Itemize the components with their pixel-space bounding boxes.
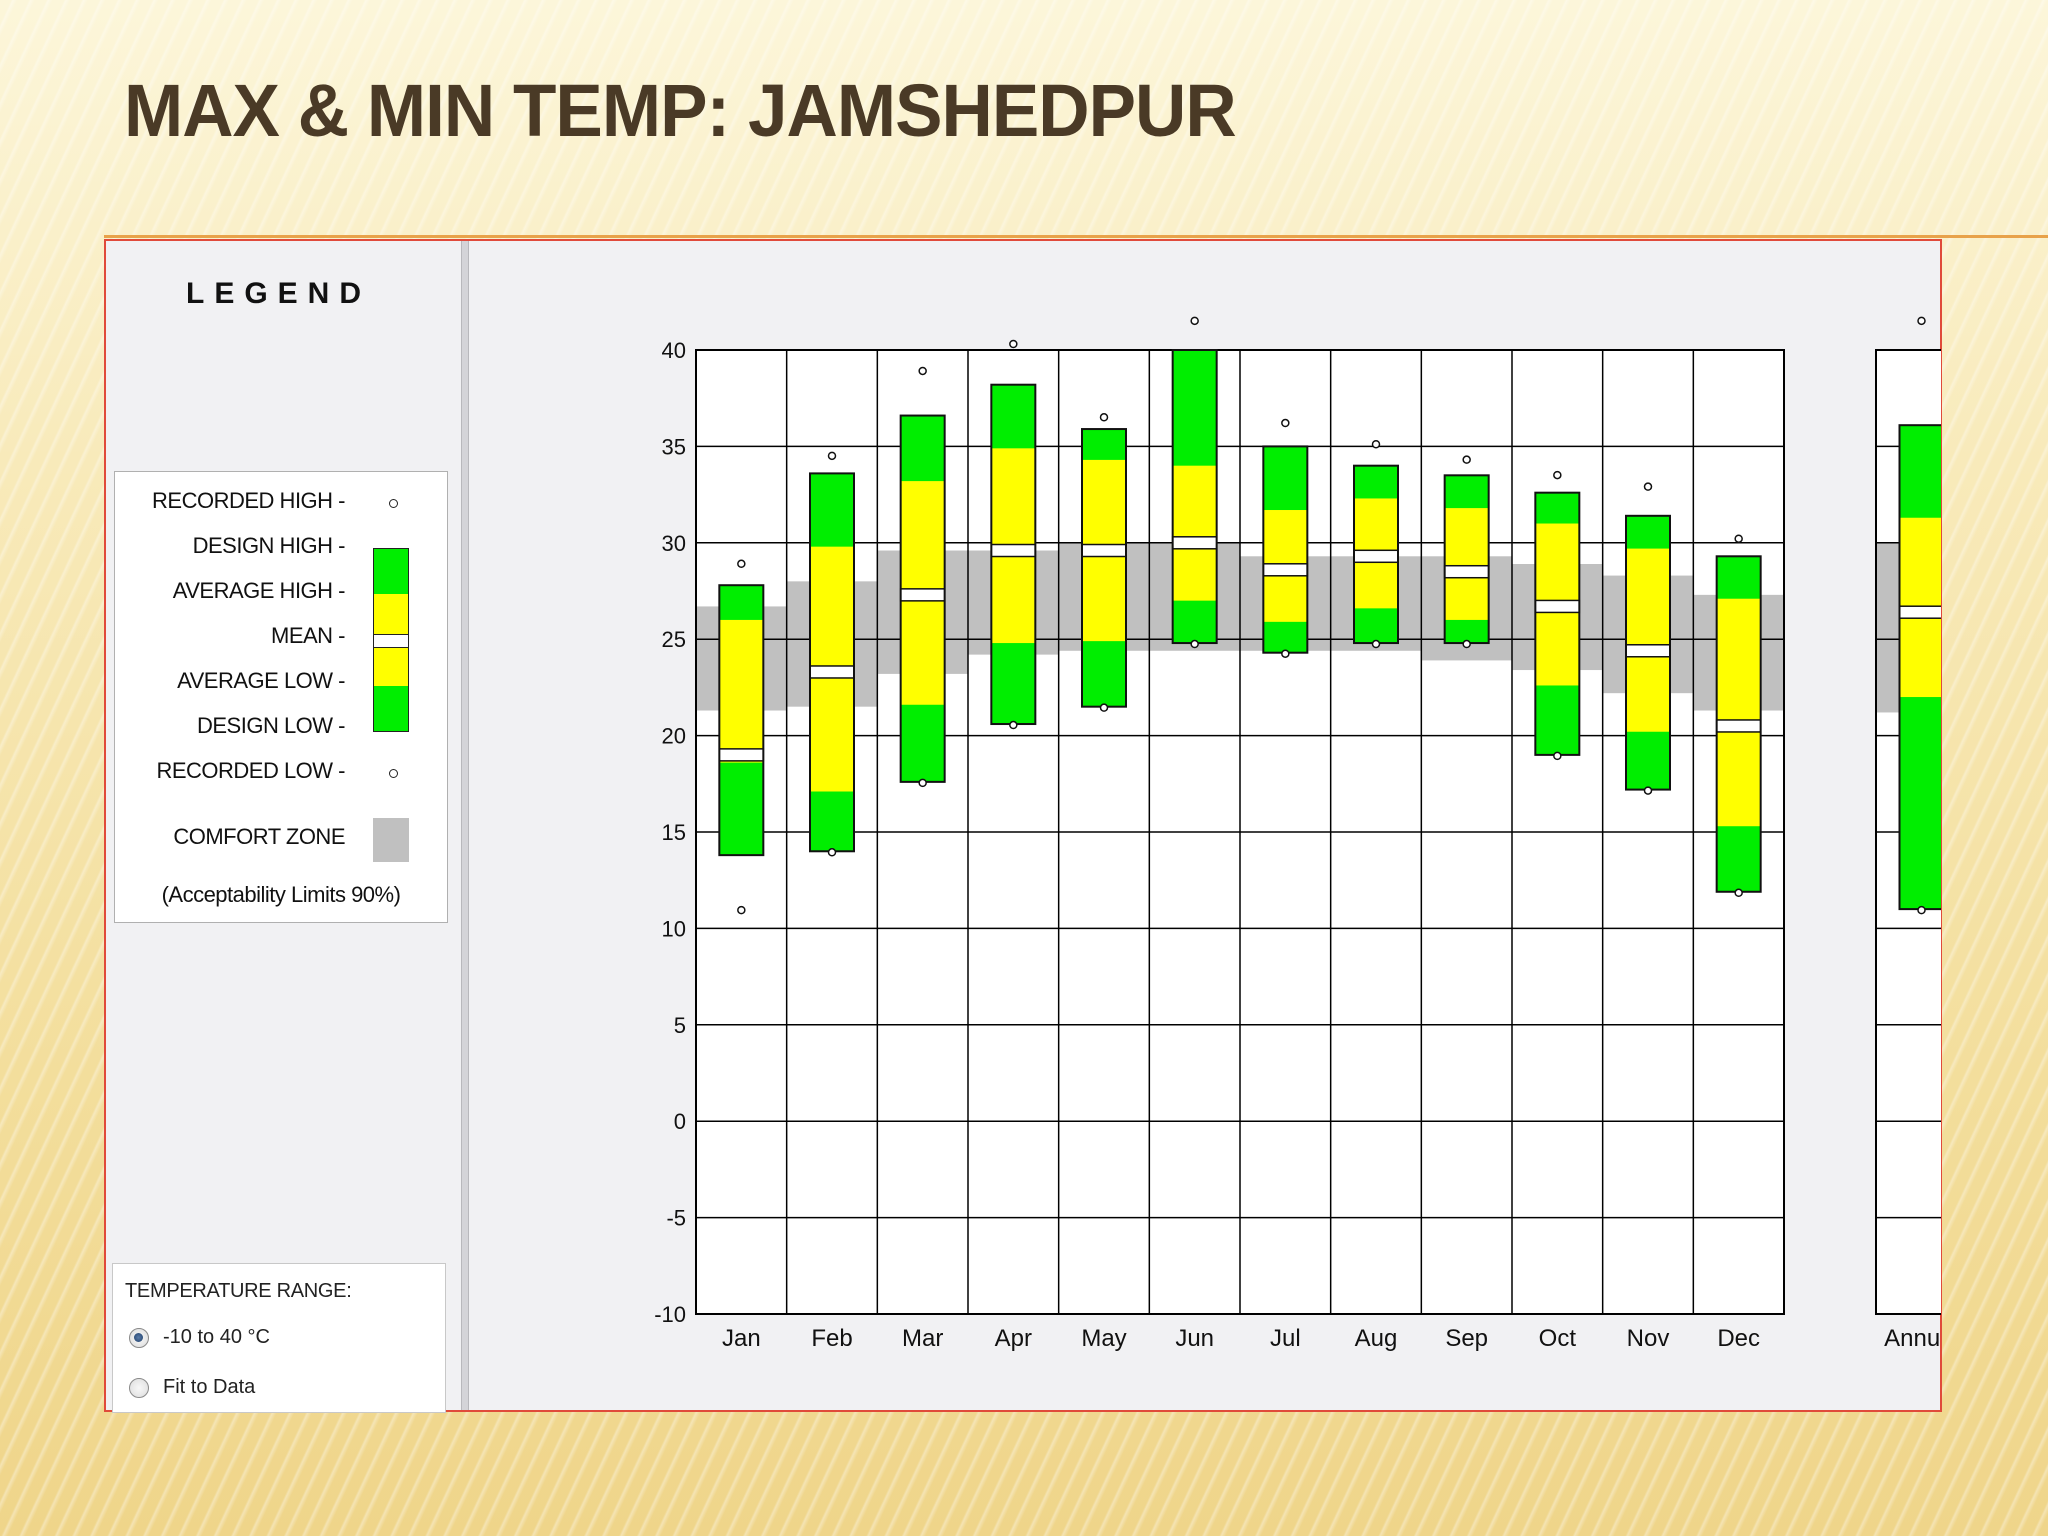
- temperature-range-control: TEMPERATURE RANGE: -10 to 40 °C Fit to D…: [112, 1263, 446, 1413]
- average-band-sep: [1444, 508, 1489, 620]
- recorded-high-point-apr: [1009, 339, 1018, 349]
- temperature-chart: 40 35 30 25 20 15 10 5 0 -5 -10 Jan Feb Mar Apr May Jun J…: [654, 316, 1941, 1352]
- y-tick-label: -5: [666, 1206, 686, 1231]
- mean-marker-apr: [990, 543, 1037, 558]
- recorded-high-point-aug: [1371, 440, 1381, 449]
- recorded-high-point-annual: [1917, 316, 1926, 326]
- y-tick-label: 20: [662, 724, 686, 749]
- temperature-range-title: TEMPERATURE RANGE:: [125, 1280, 352, 1302]
- legend-acceptability-note: (Acceptability Limits 90%): [161, 882, 401, 907]
- x-tick-label-feb: Feb: [811, 1325, 852, 1352]
- recorded-high-marker-icon: [389, 499, 398, 508]
- range-option-fit[interactable]: Fit to Data: [129, 1376, 255, 1399]
- range-option-fit-label: Fit to Data: [163, 1376, 256, 1398]
- recorded-high-point-feb: [827, 451, 837, 461]
- average-band-jun: [1172, 465, 1217, 601]
- recorded-low-point-oct: [1553, 751, 1562, 761]
- panel-splitter[interactable]: [461, 241, 469, 1410]
- mean-marker-nov: [1625, 644, 1671, 658]
- y-tick-label: 35: [662, 434, 686, 459]
- recorded-high-point-may: [1099, 413, 1109, 422]
- legend-recorded-high-label: RECORDED HIGH -: [152, 488, 345, 513]
- recorded-high-point-jan: [737, 559, 746, 569]
- recorded-high-point-nov: [1643, 482, 1653, 491]
- average-band-dec: [1716, 598, 1761, 827]
- x-tick-label-jun: Jun: [1175, 1325, 1214, 1352]
- recorded-low-point-sep: [1462, 639, 1471, 649]
- recorded-low-point-aug: [1371, 639, 1381, 649]
- mean-marker-oct: [1534, 599, 1581, 614]
- recorded-low-point-jan: [737, 905, 746, 915]
- y-tick-label: 15: [662, 820, 686, 845]
- mean-marker-jan: [718, 748, 765, 762]
- x-tick-label-may: May: [1081, 1325, 1126, 1352]
- mean-marker-dec: [1715, 719, 1762, 733]
- y-tick-label: 5: [674, 1013, 686, 1038]
- x-tick-label-dec: Dec: [1717, 1325, 1760, 1352]
- recorded-low-marker-icon: [389, 769, 398, 778]
- recorded-high-point-mar: [918, 366, 927, 376]
- x-tick-label-annual: Annual: [1884, 1325, 1941, 1352]
- recorded-low-point-feb: [827, 848, 837, 857]
- mean-marker-may: [1081, 543, 1127, 558]
- comfort-zone-swatch: [373, 818, 409, 862]
- slide-title: MAX & MIN TEMP: JAMSHEDPUR: [124, 69, 1237, 152]
- title-rule: [104, 235, 2048, 238]
- x-tick-label-jul: Jul: [1270, 1325, 1301, 1352]
- legend-design-high-label: DESIGN HIGH -: [192, 533, 346, 558]
- range-option-fixed[interactable]: -10 to 40 °C: [129, 1326, 270, 1349]
- mean-marker-feb: [809, 665, 855, 679]
- radio-selected-icon[interactable]: [129, 1327, 149, 1348]
- mean-marker-aug: [1353, 549, 1399, 564]
- recorded-low-point-mar: [918, 778, 927, 788]
- x-tick-label-nov: Nov: [1627, 1325, 1670, 1352]
- recorded-high-point-jul: [1281, 418, 1290, 428]
- legend-heading: LEGEND: [186, 277, 372, 310]
- mean-marker-mar: [899, 588, 946, 602]
- mean-marker-jun: [1171, 536, 1218, 550]
- radio-unselected-icon[interactable]: [129, 1377, 149, 1398]
- recorded-low-point-jun: [1190, 639, 1199, 649]
- mean-marker-jul: [1262, 563, 1309, 577]
- bar-outline-jan: [718, 584, 765, 857]
- mean-marker-annual: [1898, 605, 1941, 619]
- average-band-jan: [719, 619, 764, 763]
- legend-recorded-low-label: RECORDED LOW -: [156, 758, 345, 783]
- climate-chart-panel: LEGEND RECORDED HIGH - DESIGN HIGH - AVE…: [104, 239, 1942, 1413]
- y-tick-label: 30: [662, 531, 686, 556]
- legend-design-low-label: DESIGN LOW -: [196, 713, 346, 738]
- legend-comfort-zone-label: COMFORT ZONE: [173, 824, 345, 849]
- y-tick-label: 10: [662, 916, 686, 941]
- average-band-nov: [1626, 548, 1670, 732]
- x-tick-label-apr: Apr: [995, 1325, 1032, 1352]
- x-tick-label-mar: Mar: [902, 1325, 943, 1352]
- x-tick-label-oct: Oct: [1539, 1325, 1577, 1352]
- annual-plot-frame: [1875, 349, 1941, 1315]
- y-tick-label: -10: [654, 1302, 686, 1327]
- recorded-low-point-jul: [1281, 649, 1290, 658]
- recorded-low-point-dec: [1734, 888, 1743, 898]
- recorded-low-point-apr: [1009, 720, 1018, 730]
- legend-average-high-label: AVERAGE HIGH -: [172, 578, 346, 603]
- recorded-low-point-annual: [1917, 905, 1926, 915]
- recorded-high-point-jun: [1190, 316, 1199, 326]
- recorded-high-point-dec: [1734, 534, 1743, 543]
- recorded-low-point-nov: [1643, 786, 1653, 795]
- mean-marker-sep: [1443, 564, 1490, 579]
- range-option-fixed-label: -10 to 40 °C: [163, 1326, 270, 1348]
- y-tick-label: 40: [662, 338, 686, 363]
- x-tick-label-sep: Sep: [1445, 1325, 1488, 1352]
- legend-average-low-label: AVERAGE LOW -: [177, 668, 345, 693]
- recorded-high-point-oct: [1553, 470, 1562, 480]
- legend-box: RECORDED HIGH - DESIGN HIGH - AVERAGE HI…: [114, 471, 448, 923]
- x-tick-label-aug: Aug: [1355, 1325, 1398, 1352]
- y-tick-label: 25: [662, 627, 686, 652]
- recorded-high-point-sep: [1462, 455, 1471, 464]
- legend-mean-label: MEAN -: [271, 623, 346, 648]
- x-tick-label-jan: Jan: [722, 1325, 761, 1352]
- recorded-low-point-may: [1099, 703, 1109, 712]
- plot-frame: [695, 349, 1785, 1315]
- y-tick-label: 0: [674, 1109, 686, 1134]
